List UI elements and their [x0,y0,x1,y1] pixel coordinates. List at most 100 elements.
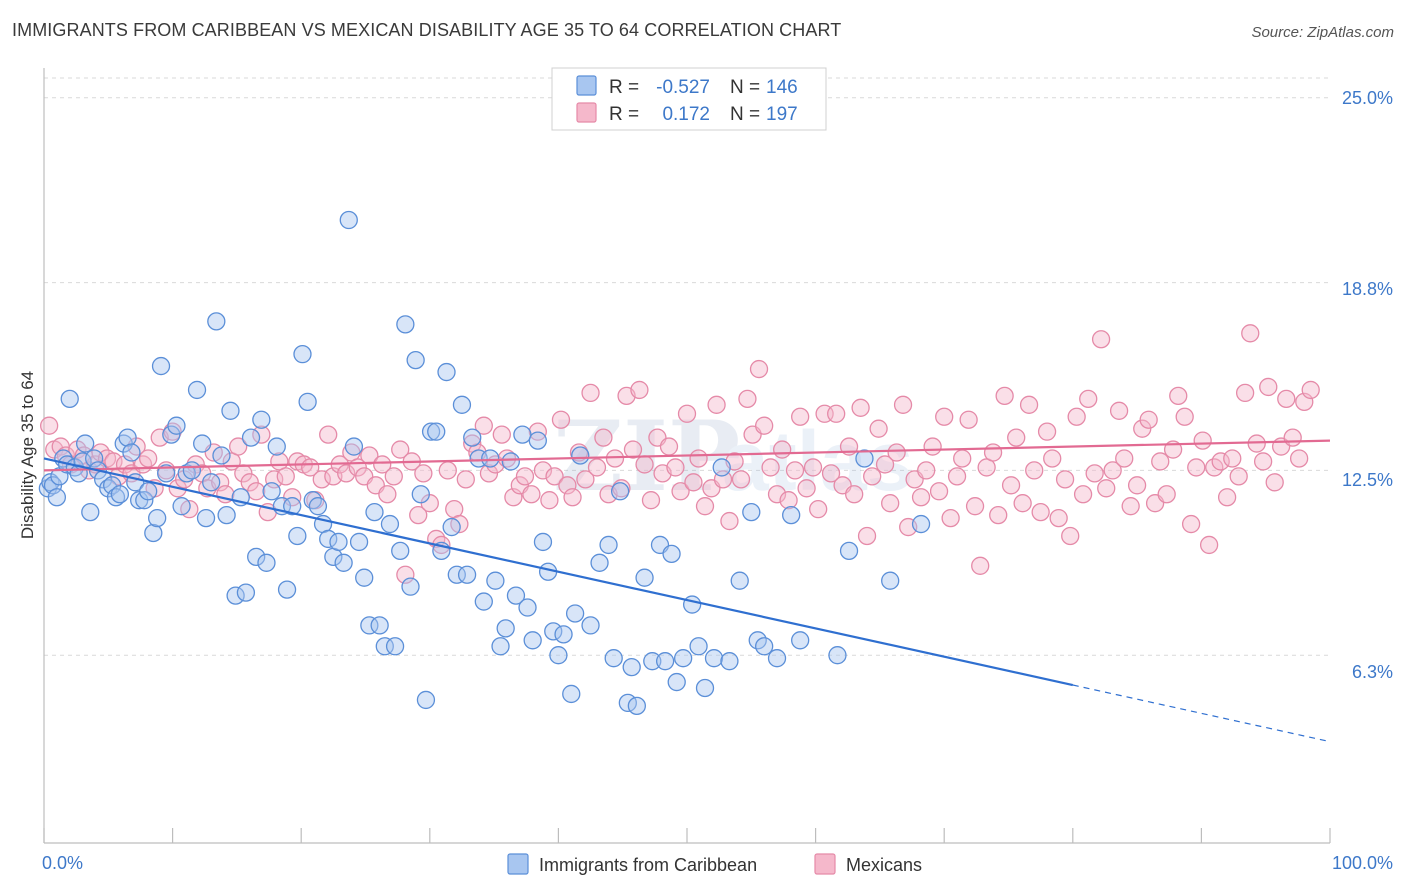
caribbean-point-25 [135,491,154,510]
caribbean-point-73 [375,637,394,656]
caribbean-trend-line-extension [1072,684,1331,743]
mexicans-point-202 [1247,434,1266,453]
bottom-legend-label-caribbean: Immigrants from Caribbean [539,855,757,875]
caribbean-point-62 [319,529,338,549]
mexicans-trend-line [43,439,1331,472]
caribbean-point-26 [139,482,158,501]
y-axis-title: Disability Age 35 to 64 [18,371,37,539]
caribbean-point-51 [262,482,281,501]
caribbean-point-7 [60,389,79,409]
bottom-legend-swatch-mexicans [814,853,836,875]
mexicans-point-141 [881,494,900,513]
mexicans-point-168 [1043,449,1062,468]
mexicans-point-56 [373,455,392,474]
caribbean-point-143 [911,514,931,534]
mexicans-point-158 [983,443,1003,462]
mexicans-point-152 [947,467,967,486]
caribbean-point-76 [391,541,410,561]
mexicans-point-122 [767,485,787,504]
mexicans-point-105 [666,458,685,477]
mexicans-point-117 [738,389,757,409]
caribbean-point-41 [212,446,231,465]
mexicans-point-155 [965,497,985,516]
caribbean-point-96 [496,619,515,638]
caribbean-point-110 [571,446,590,465]
mexicans-point-73 [474,416,493,435]
mexicans-point-148 [923,437,942,456]
legend-swatch-caribbean [576,75,597,96]
caribbean-point-133 [742,502,761,522]
caribbean-point-100 [518,598,537,617]
caribbean-point-64 [329,532,348,552]
caribbean-point-70 [360,616,379,635]
mexicans-point-208 [1283,428,1302,447]
caribbean-point-83 [427,422,446,441]
mexicans-point-196 [1211,452,1230,471]
mexicans-point-159 [989,505,1008,525]
caribbean-point-125 [673,649,693,668]
mexicans-point-109 [689,449,708,468]
mexicans-point-177 [1097,479,1116,498]
x-tick-label-min: 0.0% [42,853,83,873]
mexicans-point-192 [1187,458,1206,477]
caribbean-point-55 [283,497,302,516]
chart-title: IMMIGRANTS FROM CARIBBEAN VS MEXICAN DIS… [12,20,842,40]
mexicans-point-36 [252,425,271,444]
caribbean-point-67 [344,437,364,456]
mexicans-point-170 [1055,470,1075,489]
caribbean-point-108 [562,684,581,704]
gridlines [44,77,1330,656]
mexicans-point-35 [247,482,266,501]
mexicans-point-74 [479,464,499,483]
caribbean-point-117 [622,657,641,677]
caribbean-point-48 [247,547,266,566]
caribbean-point-35 [182,461,202,480]
caribbean-point-72 [370,616,389,635]
caribbean-point-74 [380,514,400,534]
mexicans-point-104 [659,437,679,456]
caribbean-point-113 [599,535,618,555]
mexicans-point-129 [809,500,828,519]
mexicans-point-125 [785,461,805,480]
legend-r-value-caribbean: -0.527 [656,77,710,98]
mexicans-point-191 [1181,514,1201,534]
mexicans-point-171 [1061,526,1080,546]
caribbean-point-68 [349,532,369,552]
caribbean-point-122 [655,652,675,671]
caribbean-point-30 [157,464,176,483]
mexicans-point-150 [935,407,954,426]
mexicans-point-138 [863,467,882,486]
caribbean-point-31 [162,425,181,444]
caribbean-point-75 [385,637,405,656]
mexicans-point-176 [1091,330,1111,349]
caribbean-point-11 [76,434,95,453]
mexicans-point-127 [797,479,816,498]
caribbean-point-135 [755,637,774,656]
mexicans-point-81 [522,485,541,504]
caribbean-point-106 [549,646,568,665]
caribbean-point-33 [172,497,191,516]
caribbean-point-78 [401,577,420,596]
mexicans-point-84 [540,491,559,510]
mexicans-point-132 [827,404,846,423]
mexicans-point-166 [1031,502,1050,522]
caribbean-point-90 [463,428,482,447]
caribbean-point-107 [554,625,573,644]
mexicans-point-114 [720,511,739,531]
caribbean-point-58 [298,392,317,411]
mexicans-point-95 [605,449,625,468]
caribbean-point-119 [635,568,654,587]
mexicans-point-88 [563,488,582,507]
x-ticks [43,828,1331,843]
stats-legend: R = -0.527 N = 146 R = 0.172 N = 197 [551,67,827,131]
caribbean-point-86 [442,517,461,537]
mexicans-point-87 [558,476,577,495]
caribbean-point-36 [187,380,207,400]
mexicans-point-184 [1139,410,1158,429]
caribbean-point-44 [226,586,245,605]
caribbean-point-129 [704,649,724,668]
mexicans-point-162 [1007,428,1026,447]
caribbean-point-130 [712,458,731,477]
mexicans-point-106 [671,482,690,501]
mexicans-point-183 [1133,419,1152,438]
